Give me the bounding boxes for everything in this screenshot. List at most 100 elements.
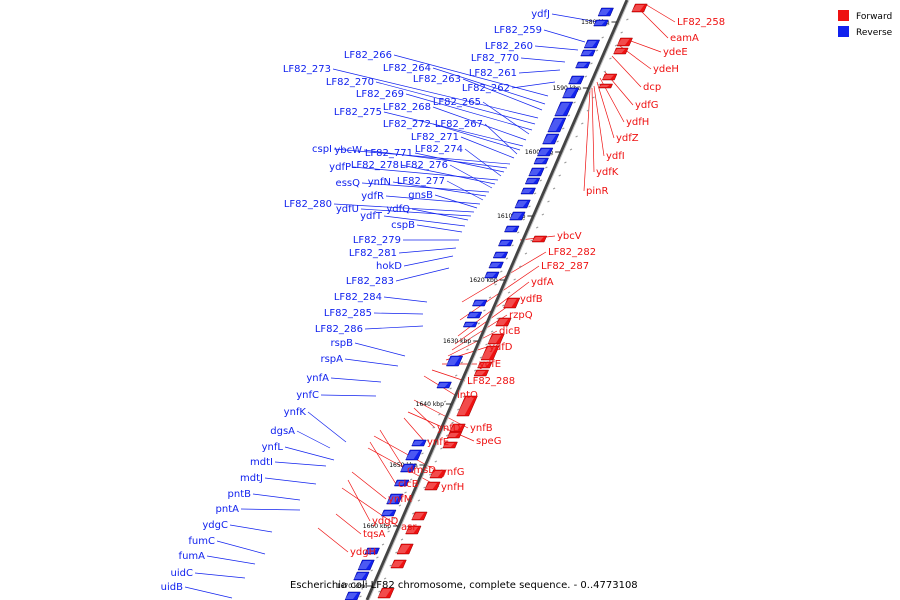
reverse-gene-label[interactable]: LF82_268: [383, 102, 431, 113]
reverse-gene-label[interactable]: LF82_266: [344, 50, 392, 61]
forward-track-dash: [428, 473, 432, 476]
reverse-gene-label[interactable]: LF82_286: [315, 324, 363, 335]
forward-gene-label[interactable]: LF82_287: [541, 261, 589, 272]
reverse-gene-label[interactable]: pntB: [228, 489, 252, 500]
reverse-gene-label[interactable]: ydgC: [202, 520, 228, 531]
forward-gene-label[interactable]: ydfB: [520, 294, 543, 305]
forward-gene-label[interactable]: clcB: [398, 479, 419, 490]
reverse-gene-label[interactable]: cspB: [391, 220, 415, 231]
forward-gene-label[interactable]: ynfE: [427, 437, 449, 448]
reverse-gene-label[interactable]: LF82_277: [397, 176, 445, 187]
gene-feature-highlight: [509, 213, 523, 219]
reverse-gene-label[interactable]: ynfK: [284, 407, 307, 418]
forward-gene-label[interactable]: ydfA: [531, 277, 554, 288]
reverse-gene-label[interactable]: uidC: [171, 568, 193, 579]
forward-gene-label[interactable]: ydfD: [489, 342, 513, 353]
reverse-gene-label[interactable]: LF82_267: [435, 119, 483, 130]
reverse-gene-label[interactable]: ydfT: [360, 211, 383, 222]
forward-gene-label[interactable]: ydfZ: [616, 133, 639, 144]
reverse-gene-label[interactable]: fumA: [179, 551, 206, 562]
reverse-gene-label[interactable]: LF82_272: [383, 119, 431, 130]
reverse-gene-label[interactable]: LF82_259: [494, 25, 542, 36]
reverse-gene-label[interactable]: LF82_280: [284, 199, 332, 210]
reverse-gene-label[interactable]: ydfR: [361, 191, 384, 202]
reverse-gene-label[interactable]: LF82_262: [462, 83, 510, 94]
reverse-gene-label[interactable]: essQ: [336, 178, 361, 189]
reverse-gene-label[interactable]: LF82_271: [411, 132, 459, 143]
reverse-gene-label[interactable]: cspI: [312, 144, 332, 155]
forward-gene-label[interactable]: ydfH: [626, 117, 649, 128]
reverse-gene-label[interactable]: LF82_279: [353, 235, 401, 246]
reverse-gene-label[interactable]: LF82_274: [415, 144, 463, 155]
reverse-track-dash: [426, 439, 430, 442]
reverse-gene-label[interactable]: LF82_263: [413, 74, 461, 85]
forward-gene-label[interactable]: LF82_282: [548, 247, 596, 258]
forward-gene-label[interactable]: intQ: [457, 390, 478, 401]
reverse-gene-label[interactable]: LF82_278: [351, 160, 399, 171]
reverse-gene-label[interactable]: mdtI: [250, 457, 273, 468]
forward-gene-label[interactable]: ydeE: [663, 47, 688, 58]
forward-gene-label[interactable]: ynfG: [441, 467, 465, 478]
reverse-gene-label[interactable]: LF82_283: [346, 276, 394, 287]
reverse-gene-label[interactable]: gnsB: [408, 190, 433, 201]
forward-gene-label[interactable]: eamA: [670, 33, 699, 44]
forward-gene-feature: [616, 37, 633, 47]
reverse-gene-label[interactable]: LF82_275: [334, 107, 382, 118]
forward-gene-label[interactable]: ydfE: [479, 359, 501, 370]
reverse-gene-label[interactable]: rspB: [330, 338, 353, 349]
forward-gene-label[interactable]: asr: [401, 522, 417, 533]
reverse-gene-label[interactable]: ynfA: [306, 373, 329, 384]
reverse-gene-label[interactable]: LF82_270: [326, 77, 374, 88]
reverse-gene-label[interactable]: pntA: [216, 504, 240, 515]
forward-gene-label[interactable]: pinR: [586, 186, 608, 197]
reverse-gene-label[interactable]: LF82_771: [365, 148, 413, 159]
forward-gene-label[interactable]: ynfH: [441, 482, 464, 493]
reverse-gene-label[interactable]: ydfP: [329, 162, 351, 173]
reverse-gene-label[interactable]: ynfL: [262, 442, 284, 453]
reverse-gene-label[interactable]: LF82_265: [433, 97, 481, 108]
forward-gene-label[interactable]: ynfM: [388, 494, 412, 505]
forward-gene-label[interactable]: dcp: [643, 82, 661, 93]
forward-gene-label[interactable]: rzpQ: [509, 310, 533, 321]
forward-gene-label[interactable]: tqsA: [363, 529, 385, 540]
reverse-gene-label[interactable]: ydfQ: [386, 204, 410, 215]
forward-gene-label[interactable]: speG: [476, 436, 501, 447]
forward-gene-label[interactable]: ydgD: [372, 516, 399, 527]
forward-gene-label[interactable]: ynfB: [470, 423, 493, 434]
reverse-gene-label[interactable]: ynfN: [368, 177, 391, 188]
reverse-gene-label[interactable]: fumC: [188, 536, 215, 547]
reverse-gene-label[interactable]: ybcW: [334, 145, 362, 156]
gene-connector-line: [363, 149, 508, 169]
gene-feature-highlight: [396, 545, 411, 553]
forward-gene-label[interactable]: ydgH: [350, 547, 376, 558]
reverse-gene-label[interactable]: uidB: [161, 582, 183, 593]
forward-gene-label[interactable]: ydfK: [596, 167, 619, 178]
forward-gene-label[interactable]: LF82_258: [677, 17, 725, 28]
forward-gene-label[interactable]: ydfG: [635, 100, 659, 111]
reverse-gene-label[interactable]: LF82_281: [349, 248, 397, 259]
reverse-gene-label[interactable]: LF82_269: [356, 89, 404, 100]
forward-gene-label[interactable]: dicB: [499, 326, 521, 337]
forward-gene-label[interactable]: ynfD: [437, 423, 461, 434]
reverse-gene-label[interactable]: LF82_260: [485, 41, 533, 52]
reverse-gene-label[interactable]: LF82_276: [400, 160, 448, 171]
reverse-gene-label[interactable]: LF82_284: [334, 292, 382, 303]
reverse-gene-feature: [364, 547, 380, 555]
reverse-gene-label[interactable]: ynfC: [296, 390, 319, 401]
reverse-gene-label[interactable]: rspA: [320, 354, 343, 365]
reverse-gene-label[interactable]: mdtJ: [240, 473, 263, 484]
reverse-gene-label[interactable]: LF82_264: [383, 63, 431, 74]
forward-gene-label[interactable]: ybcV: [557, 231, 582, 242]
reverse-gene-label[interactable]: hokD: [376, 261, 402, 272]
forward-gene-label[interactable]: LF82_288: [467, 376, 515, 387]
reverse-gene-label[interactable]: dgsA: [270, 426, 295, 437]
reverse-gene-label[interactable]: LF82_273: [283, 64, 331, 75]
reverse-gene-label[interactable]: LF82_261: [469, 68, 517, 79]
reverse-gene-label[interactable]: ydfU: [336, 204, 359, 215]
forward-gene-label[interactable]: dmsD: [407, 465, 436, 476]
forward-gene-label[interactable]: ydeH: [653, 64, 679, 75]
forward-gene-label[interactable]: ydfI: [606, 151, 625, 162]
reverse-gene-label[interactable]: LF82_285: [324, 308, 372, 319]
reverse-gene-label[interactable]: ydfJ: [531, 9, 550, 20]
reverse-gene-label[interactable]: LF82_770: [471, 53, 519, 64]
